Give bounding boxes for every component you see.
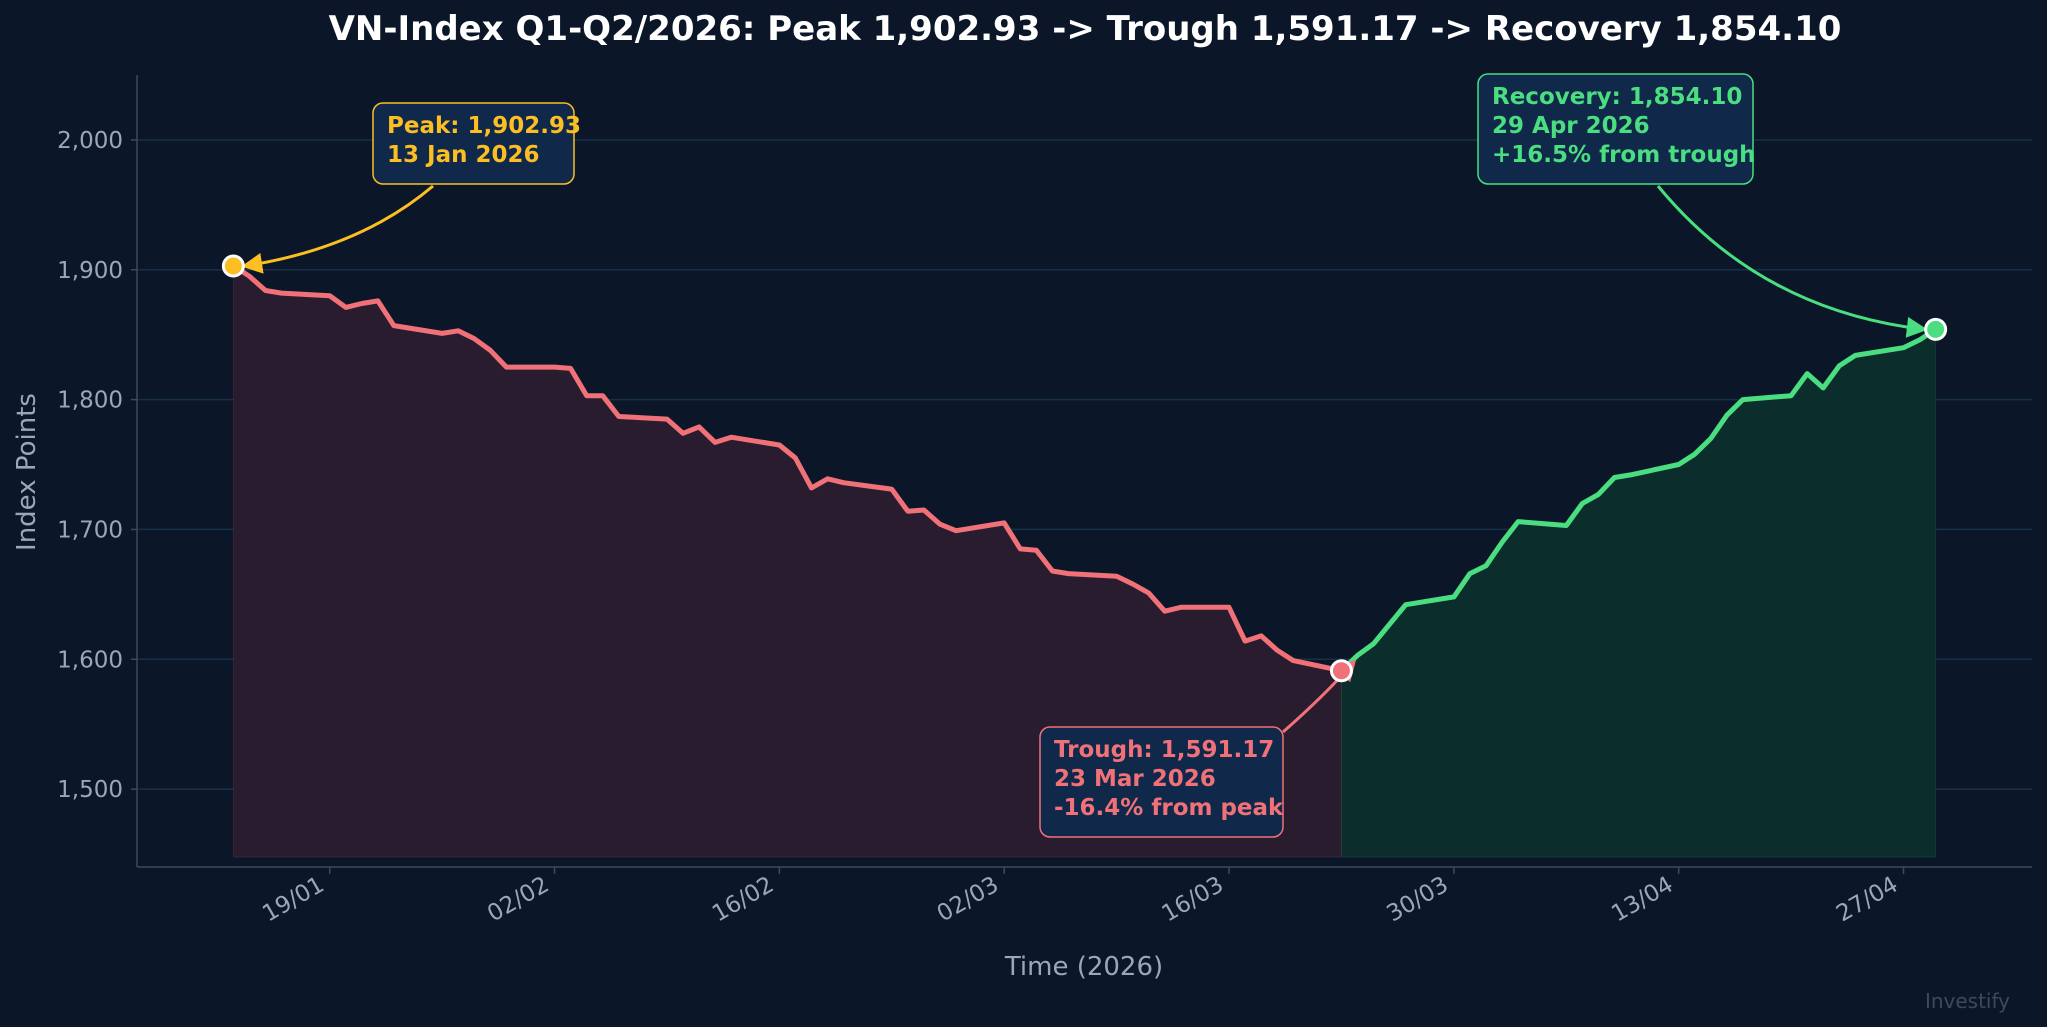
watermark: Investify bbox=[1925, 989, 2010, 1013]
trough-label-box bbox=[1039, 726, 1284, 838]
peak-arrow bbox=[241, 184, 434, 274]
y-tick-label: 1,800 bbox=[57, 388, 123, 414]
trough-label-line: Trough: 1,591.17 bbox=[1054, 737, 1274, 763]
x-tick-label: 13/04 bbox=[1607, 872, 1677, 928]
trough-label-line: -16.4% from peak bbox=[1054, 795, 1284, 821]
x-tick-label: 16/02 bbox=[708, 872, 778, 928]
x-tick-label: 02/03 bbox=[933, 872, 1003, 928]
y-tick-label: 1,700 bbox=[57, 517, 123, 543]
y-tick-label: 1,900 bbox=[57, 258, 123, 284]
x-tick-label: 30/03 bbox=[1382, 872, 1452, 928]
x-tick-label: 02/02 bbox=[483, 872, 553, 928]
peak-label-line: 13 Jan 2026 bbox=[387, 142, 540, 168]
series-lines bbox=[230, 263, 1939, 674]
recovery-label-line: 29 Apr 2026 bbox=[1492, 113, 1650, 139]
annotations: Peak: 1,902.93 13 Jan 2026 Trough: 1,591.1… bbox=[241, 73, 1928, 838]
trough-label-line: 23 Mar 2026 bbox=[1054, 766, 1216, 792]
recovery-annotation: Recovery: 1,854.10 29 Apr 2026 +16.5% from… bbox=[1477, 73, 1928, 338]
y-tick-label: 1,600 bbox=[57, 647, 123, 673]
peak-label-box bbox=[372, 102, 575, 185]
decline-line bbox=[230, 263, 1344, 674]
recovery-marker bbox=[1924, 317, 1948, 341]
peak-label-line: Peak: 1,902.93 bbox=[387, 113, 581, 139]
y-tick-label: 1,500 bbox=[57, 777, 123, 803]
recovery-area bbox=[1340, 328, 1937, 858]
recovery-line bbox=[1338, 326, 1939, 674]
x-ticks: 19/01 02/02 16/02 02/03 16/03 30/03 13/04 27/04 bbox=[258, 867, 1905, 928]
y-tick-label: 2,000 bbox=[57, 128, 123, 154]
recovery-label-line: Recovery: 1,854.10 bbox=[1492, 84, 1742, 110]
x-axis-label: Time (2026) bbox=[1004, 952, 1163, 982]
trough-annotation: Trough: 1,591.17 23 Mar 2026 -16.4% from p… bbox=[1039, 659, 1357, 838]
chart-title: VN-Index Q1-Q2/2026: Peak 1,902.93 -> Tr… bbox=[329, 9, 1842, 49]
y-ticks: 1,500 1,600 1,700 1,800 1,900 2,000 bbox=[57, 128, 137, 803]
recovery-arrow bbox=[1656, 185, 1928, 338]
x-tick-label: 27/04 bbox=[1832, 872, 1902, 928]
recovery-label-box bbox=[1477, 73, 1754, 185]
peak-marker bbox=[221, 254, 245, 278]
x-tick-label: 19/01 bbox=[258, 872, 328, 928]
extreme-markers bbox=[221, 254, 1948, 683]
y-axis-label: Index Points bbox=[12, 393, 42, 551]
x-tick-label: 16/03 bbox=[1158, 872, 1228, 928]
trough-marker bbox=[1329, 659, 1353, 683]
recovery-label-line: +16.5% from trough bbox=[1492, 142, 1756, 168]
peak-annotation: Peak: 1,902.93 13 Jan 2026 bbox=[241, 102, 581, 274]
